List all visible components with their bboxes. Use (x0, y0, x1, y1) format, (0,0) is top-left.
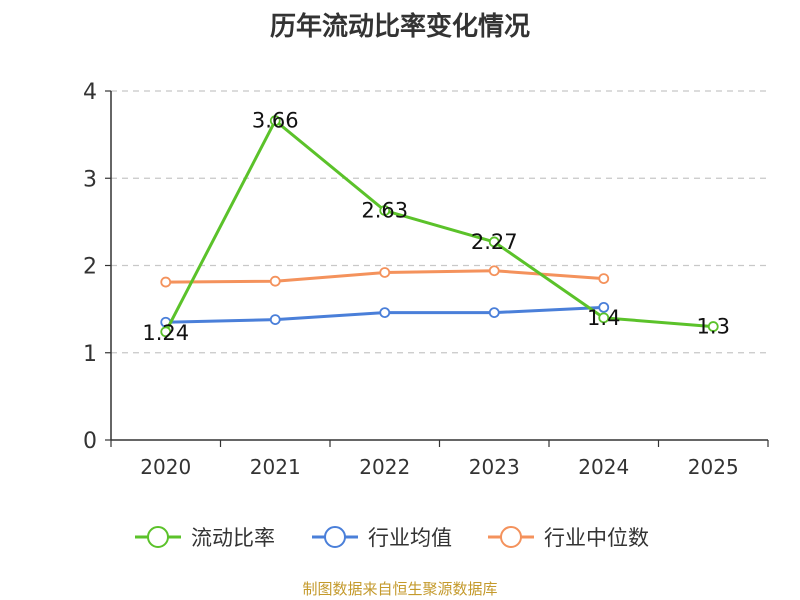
data-label-2022: 2.63 (361, 199, 408, 223)
legend-swatch-marker (147, 526, 169, 548)
point-2-2022[interactable] (379, 267, 391, 278)
point-0-2025[interactable] (707, 321, 719, 332)
legend-label: 行业中位数 (544, 526, 649, 550)
point-2-2023[interactable] (488, 265, 500, 277)
legend-swatch-marker (500, 526, 522, 548)
legend-item-2[interactable]: 行业中位数 (488, 526, 649, 550)
point-2-2024[interactable] (598, 273, 610, 284)
point-2-2021[interactable] (269, 275, 281, 287)
point-0-2024[interactable] (598, 312, 610, 324)
x-tick-label-2022: 2022 (359, 455, 410, 479)
data-label-2024: 1.4 (587, 306, 620, 330)
point-1-2024[interactable] (598, 301, 610, 313)
legend[interactable]: 流动比率 行业均值 行业中位数 (135, 526, 649, 550)
point-0-2021[interactable] (269, 115, 281, 127)
legend-label: 行业均值 (368, 526, 452, 550)
y-tick-label-0: 0 (83, 429, 97, 454)
legend-label: 流动比率 (191, 526, 275, 550)
chart-title: 历年流动比率变化情况 (269, 12, 530, 42)
point-1-2021[interactable] (269, 314, 281, 325)
data-label-2021: 3.66 (252, 109, 299, 133)
y-tick-label-2: 2 (83, 255, 97, 280)
point-2-2020[interactable] (160, 276, 172, 288)
data-label-2020: 1.24 (142, 321, 189, 345)
x-tick-label-2025: 2025 (688, 455, 739, 479)
x-tick-label-2023: 2023 (469, 455, 520, 479)
legend-swatch-marker (324, 526, 346, 548)
data-label-2023: 2.27 (471, 230, 518, 254)
y-tick-label-1: 1 (83, 342, 97, 367)
point-1-2022[interactable] (379, 307, 391, 319)
point-0-2023[interactable] (488, 236, 500, 248)
legend-item-0[interactable]: 流动比率 (135, 526, 275, 550)
x-tick-label-2021: 2021 (250, 455, 301, 479)
y-tick-label-3: 3 (83, 167, 97, 192)
y-tick-label-4: 4 (83, 80, 97, 105)
source-note: 制图数据来自恒生聚源数据库 (302, 580, 498, 598)
x-tick-label-2020: 2020 (140, 455, 191, 479)
series-line-0 (164, 119, 714, 333)
label-layer: 1.24 3.66 2.63 2.27 1.4 1.3 (142, 109, 730, 345)
axis-layer: 0 1 2 3 4 2020 2021 2022 2023 2024 2025 (83, 80, 769, 479)
point-0-2022[interactable] (379, 205, 391, 216)
legend-item-1[interactable]: 行业均值 (312, 526, 452, 550)
x-tick-label-2024: 2024 (578, 455, 629, 479)
point-1-2023[interactable] (488, 307, 500, 319)
series-layer (160, 115, 719, 338)
data-label-2025: 1.3 (697, 315, 730, 339)
point-0-2020[interactable] (160, 326, 172, 338)
